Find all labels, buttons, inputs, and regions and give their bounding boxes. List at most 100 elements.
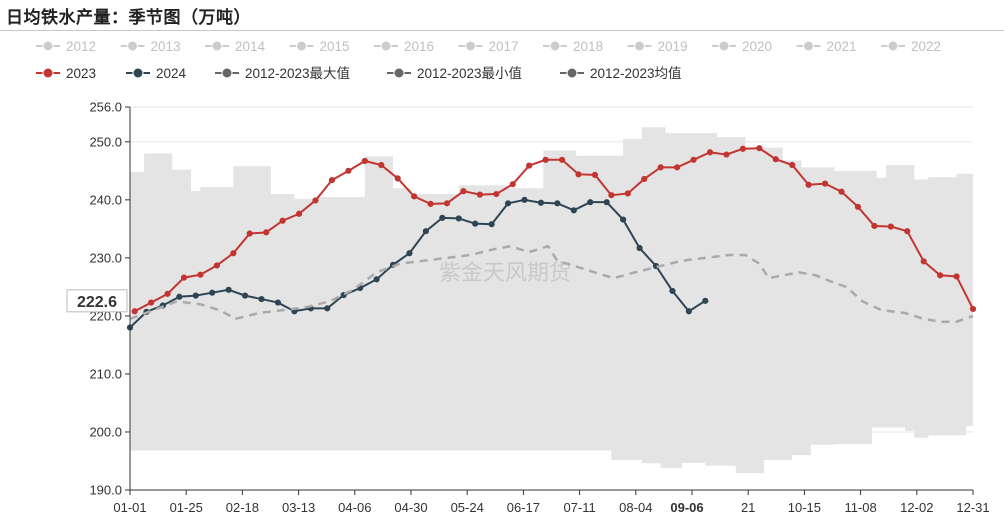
legend-item-2019[interactable]: 2019: [627, 39, 688, 54]
data-point-2023: [723, 151, 730, 158]
data-point-2023: [476, 191, 483, 198]
data-point-2024: [521, 196, 528, 203]
x-tick-label: 10-15: [788, 500, 821, 515]
y-hover-box: [66, 289, 128, 313]
data-point-2023: [312, 197, 319, 204]
data-point-2024: [176, 293, 183, 300]
legend-label: 2012-2023均值: [590, 66, 682, 81]
x-tick-label: 01-01: [113, 500, 146, 515]
data-point-2024: [192, 292, 199, 299]
data-point-2023: [641, 175, 648, 183]
data-point-2024: [274, 299, 282, 306]
y-tick-label: 240.0: [89, 192, 122, 207]
legend-item-2017[interactable]: 2017: [458, 39, 519, 54]
data-point-2023: [213, 262, 220, 269]
legend-item-2024[interactable]: 2024: [126, 66, 187, 81]
data-point-2024: [554, 200, 561, 207]
data-point-2023: [197, 271, 204, 278]
legend-label: 2018: [573, 39, 603, 54]
y-tick-label: 200.0: [89, 424, 122, 439]
legend-label: 2022: [911, 39, 941, 54]
data-point-2024: [455, 215, 462, 222]
data-point-2024: [620, 216, 627, 223]
legend-label: 2012-2023最大值: [245, 66, 350, 81]
y-tick-label: 190.0: [89, 483, 122, 498]
data-point-2023: [969, 305, 977, 313]
data-point-2023: [345, 167, 352, 174]
band-area: [130, 127, 973, 474]
legend-item-2016[interactable]: 2016: [374, 39, 434, 54]
data-point-2023: [805, 181, 812, 188]
data-point-2023: [164, 290, 171, 297]
x-tick-label: 12-02: [900, 500, 933, 515]
data-point-2023: [920, 258, 927, 265]
legend-label: 2021: [827, 39, 857, 54]
legend-item-2012[interactable]: 2012: [36, 39, 96, 54]
x-tick-label: 07-11: [563, 500, 595, 515]
data-point-2023: [230, 250, 237, 257]
max-min-band: [130, 127, 973, 474]
x-tick-label: 12-31: [956, 500, 989, 515]
legend-label: 2014: [235, 39, 266, 54]
data-point-2023: [838, 188, 845, 195]
x-tick-label: 11-08: [844, 500, 876, 515]
x-tick-label: 04-06: [338, 500, 371, 515]
data-point-2023: [246, 230, 253, 237]
data-point-2024: [685, 308, 692, 315]
legend-item-2015[interactable]: 2015: [289, 39, 350, 54]
data-point-2024: [702, 297, 709, 304]
legend-item-2012-2023最小值[interactable]: 2012-2023最小值: [387, 66, 522, 81]
legend-label: 2012-2023最小值: [417, 66, 522, 81]
legend-item-2020[interactable]: 2020: [712, 39, 772, 54]
data-point-2023: [739, 145, 746, 152]
data-point-2024: [209, 289, 216, 296]
legend-item-2014[interactable]: 2014: [205, 39, 266, 54]
data-point-2023: [411, 193, 418, 200]
data-point-2023: [279, 217, 286, 224]
data-point-2023: [657, 164, 664, 171]
data-point-2023: [937, 272, 944, 279]
x-tick-label: 05-24: [451, 500, 484, 515]
data-point-2023: [394, 175, 401, 182]
x-tick-label: 03-13: [282, 500, 315, 515]
legend-label: 2024: [156, 66, 187, 81]
legend-label: 2023: [66, 66, 96, 81]
data-point-2023: [608, 192, 615, 199]
data-point-2023: [148, 299, 155, 306]
legend-item-2012-2023均值[interactable]: 2012-2023均值: [560, 66, 682, 81]
y-tick-label: 210.0: [89, 366, 122, 381]
data-point-2023: [427, 200, 434, 208]
x-tick-label: 06-17: [507, 500, 540, 515]
data-point-2024: [422, 228, 429, 235]
data-point-2024: [439, 214, 446, 221]
x-tick-label: 01-25: [170, 500, 203, 515]
data-point-2024: [241, 292, 249, 299]
data-point-2024: [258, 295, 265, 303]
y-tick-label: 250.0: [89, 134, 122, 149]
x-tick-label: 21: [741, 500, 755, 515]
data-point-2023: [542, 156, 549, 163]
data-point-2024: [406, 250, 413, 257]
y-tick-label: 256.0: [89, 100, 122, 115]
y-hover-label: 222.6: [77, 294, 117, 311]
x-tick-label: 04-30: [394, 500, 427, 515]
legend-item-2021[interactable]: 2021: [796, 39, 857, 54]
series-line-2012-2023均值: [129, 244, 974, 323]
legend-item-2018[interactable]: 2018: [543, 39, 603, 54]
data-point-2023: [328, 177, 336, 184]
watermark: 紫金天风期货: [439, 260, 571, 285]
data-point-2023: [509, 181, 516, 188]
legend-item-2013[interactable]: 2013: [120, 39, 181, 54]
legend-item-2012-2023最大值[interactable]: 2012-2023最大值: [215, 66, 350, 81]
data-point-2023: [904, 228, 911, 235]
data-point-2023: [789, 161, 796, 169]
data-point-2024: [636, 244, 643, 252]
data-point-2023: [953, 273, 960, 280]
axes: 190.0200.0210.0220.0230.0240.0250.0256.0…: [66, 100, 990, 515]
legend-item-2023[interactable]: 2023: [36, 66, 96, 81]
y-tick-label: 230.0: [89, 250, 122, 265]
legend-label: 2019: [658, 39, 688, 54]
legend-item-2022[interactable]: 2022: [881, 39, 941, 54]
data-point-2024: [587, 199, 594, 206]
